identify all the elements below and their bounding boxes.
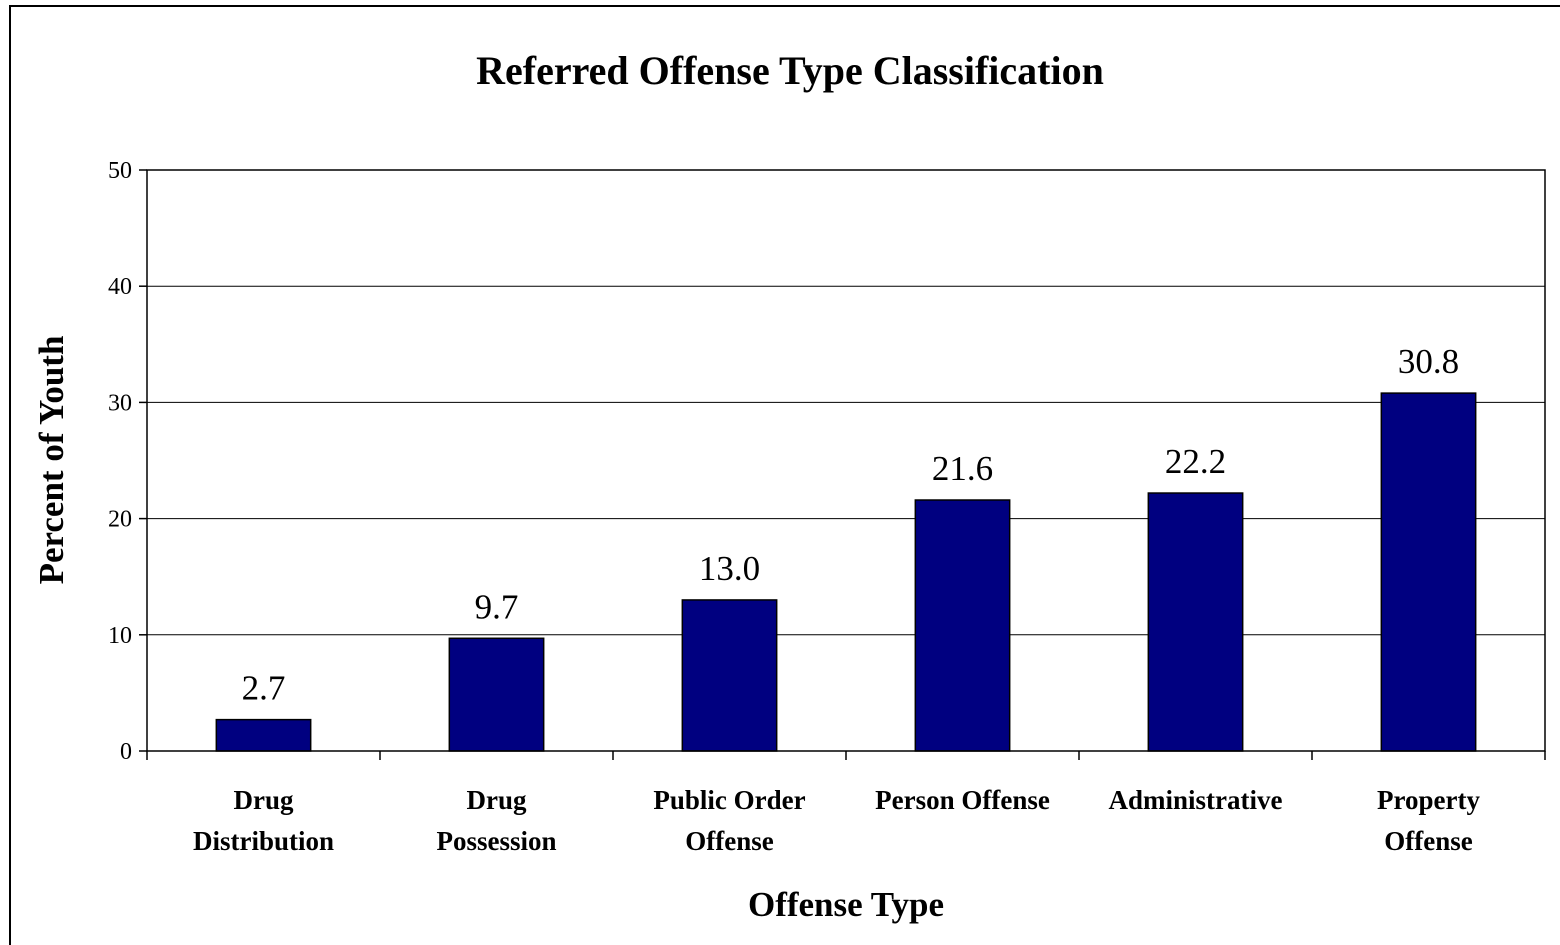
y-tick-label: 10 xyxy=(108,623,132,649)
y-tick-label: 20 xyxy=(108,507,132,533)
y-tick-label: 0 xyxy=(120,739,132,765)
data-label: 30.8 xyxy=(1398,342,1459,381)
data-label: 21.6 xyxy=(932,449,993,488)
category-label: Public Order xyxy=(653,785,805,815)
category-label: Property xyxy=(1377,785,1480,815)
bars xyxy=(215,392,1477,752)
y-tick-label: 30 xyxy=(108,390,132,416)
category-label: Offense xyxy=(685,826,773,856)
y-tick-label: 50 xyxy=(108,158,132,184)
category-label: Administrative xyxy=(1109,785,1283,815)
data-label: 2.7 xyxy=(242,669,286,708)
data-label: 13.0 xyxy=(699,549,760,588)
data-label: 22.2 xyxy=(1165,442,1226,481)
chart-border xyxy=(9,5,1560,945)
category-label: Person Offense xyxy=(875,785,1050,815)
bar xyxy=(914,499,1011,752)
category-label: Drug xyxy=(234,785,294,815)
bar xyxy=(215,718,312,752)
category-label: Drug xyxy=(467,785,527,815)
data-label: 9.7 xyxy=(475,587,519,626)
bar xyxy=(448,637,545,752)
category-label: Distribution xyxy=(193,826,334,856)
category-label: Offense xyxy=(1384,826,1472,856)
y-tick-label: 40 xyxy=(108,274,132,300)
labels: 0 10 20 30 40 50 2.7 Drug Distribution 9.7 Drug Pos… xyxy=(108,158,1480,856)
category-label: Possession xyxy=(436,826,556,856)
axes xyxy=(139,169,1546,760)
bar xyxy=(1380,392,1477,752)
x-axis-title: Offense Type xyxy=(748,885,944,924)
y-axis-title: Percent of Youth xyxy=(32,336,71,585)
bar xyxy=(681,599,778,752)
bar xyxy=(1147,492,1244,752)
chart-title: Referred Offense Type Classification xyxy=(476,48,1104,93)
